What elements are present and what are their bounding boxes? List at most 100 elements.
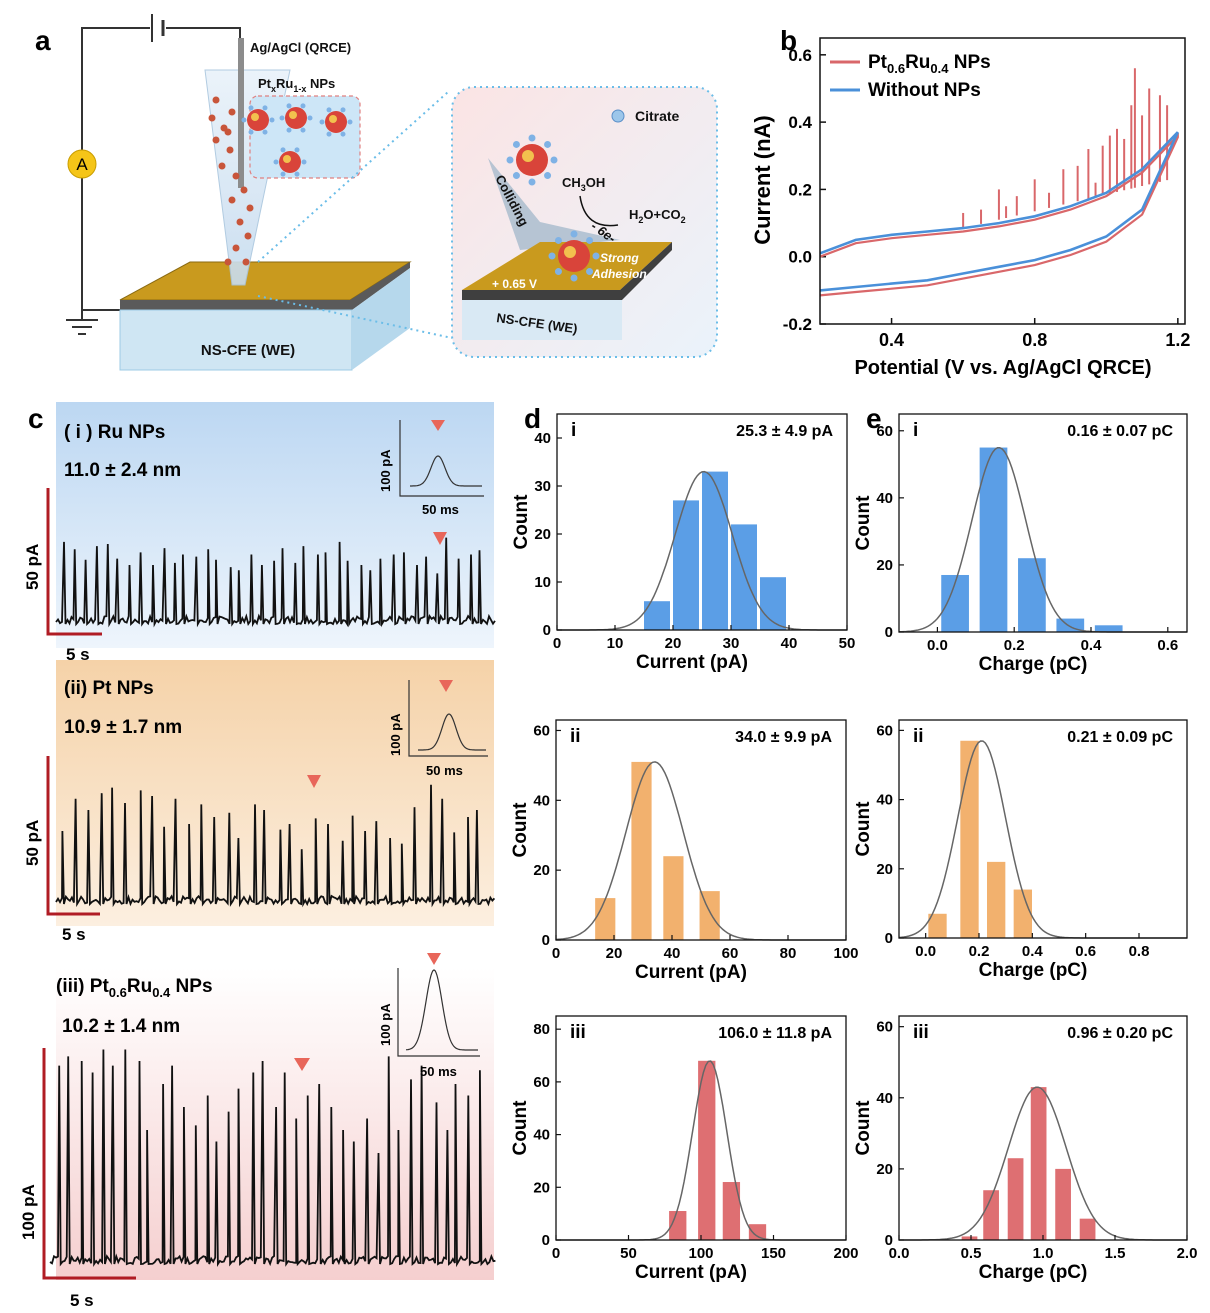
citrate-ligand-icon <box>286 103 292 109</box>
scale-y-ptru: 100 pA <box>19 1184 38 1240</box>
histogram-frame <box>898 719 1188 939</box>
citrate-ligand-icon <box>554 236 562 244</box>
histogram-bar <box>960 740 979 938</box>
citrate-ligand-icon <box>347 119 353 125</box>
citrate-ligand-icon <box>340 131 346 137</box>
x-tick-label: 0.2 <box>1004 637 1025 654</box>
nanoparticle-highlight <box>522 150 534 162</box>
inset-x-pt: 50 ms <box>426 763 463 778</box>
citrate-ligand-icon <box>279 115 285 121</box>
trace-signal-pt <box>55 784 496 908</box>
x-tick-label: 2.0 <box>1177 1245 1198 1262</box>
scale-bar-ptru <box>42 1048 136 1280</box>
scale-y-pt: 50 pA <box>23 820 42 866</box>
histogram-d-iii: 0 50 100 150 200 0 20 40 60 80 Current (pA) Count ii… <box>510 1015 859 1283</box>
citrate-ligand-icon <box>262 105 268 111</box>
inset-electrode-edge <box>462 242 672 300</box>
x-axis-label: Charge (pC) <box>979 1262 1088 1283</box>
cv-y-tick-label: 0.2 <box>788 180 812 199</box>
histogram-bar <box>1030 1087 1047 1240</box>
marker-trace-pt <box>307 775 321 788</box>
inset-peak-ru <box>410 455 482 487</box>
marker-inset-ru <box>431 420 445 431</box>
x-tick-label: 0 <box>553 635 561 652</box>
cv-ticks: -0.2 0.0 0.2 0.4 0.6 0.4 0.8 1.2 <box>783 46 1191 350</box>
x-tick-label: 50 <box>620 1245 637 1262</box>
y-tick-label: 40 <box>534 430 551 447</box>
sub-panel-label: iii <box>913 1022 929 1043</box>
np-dot <box>236 218 244 226</box>
potential-label: + 0.65 V <box>492 277 537 291</box>
y-tick-label: 40 <box>876 490 893 507</box>
reaction-arrow <box>579 195 619 227</box>
ref-electrode-label: Ag/AgCl (QRCE) <box>250 40 351 55</box>
y-tick-label: 80 <box>533 1021 550 1038</box>
citrate-ligand-icon <box>586 268 594 276</box>
nanoparticle-icon <box>247 109 269 131</box>
citrate-ligand-icon <box>592 252 600 260</box>
histogram-bar <box>669 1211 687 1240</box>
nanoparticle-cluster-icons <box>241 103 353 177</box>
citrate-ligand-icon <box>280 147 286 153</box>
histogram-bar <box>595 898 616 940</box>
citrate-ligand-icon <box>586 236 594 244</box>
methanol-label: CH3OH <box>562 175 605 193</box>
histogram-bar <box>663 856 684 940</box>
stat-label: 0.96 ± 0.20 pC <box>1067 1025 1173 1042</box>
panel-a-schematic: a A NS-CFE (WE) Ag/AgCl (QRCE) PtxRu1-x … <box>35 14 718 371</box>
citrate-ligand-icon <box>570 230 578 238</box>
products-label: H2O+CO2 <box>629 207 686 225</box>
inset-x-ru: 50 ms <box>422 502 459 517</box>
adhesion-label: Adhesion <box>591 267 647 281</box>
x-tick-label: 0.8 <box>1129 943 1150 960</box>
cv-x-tick-label: 1.2 <box>1165 330 1190 350</box>
citrate-ligand-icon <box>301 159 307 165</box>
x-tick-label: 200 <box>833 1245 858 1262</box>
cv-x-tick-label: 0.8 <box>1022 330 1047 350</box>
trace-title-ru: ( i ) Ru NPs <box>64 422 165 443</box>
x-tick-label: 0.2 <box>969 943 990 960</box>
y-tick-label: 40 <box>876 792 893 809</box>
np-dot <box>244 232 252 240</box>
histogram-bar <box>1079 1218 1096 1240</box>
inset-electrode-base <box>462 300 622 340</box>
citrate-ligand-icon <box>286 127 292 133</box>
histogram-bar <box>979 447 1008 632</box>
citrate-ligand-icon <box>326 107 332 113</box>
y-tick-label: 0 <box>542 932 550 949</box>
trace-size-ru: 11.0 ± 2.4 nm <box>64 460 181 481</box>
x-tick-label: 0 <box>552 1245 560 1262</box>
citrate-ligand-icon <box>570 274 578 282</box>
electrode-base <box>119 309 353 371</box>
sub-panel-label: ii <box>570 726 581 747</box>
scale-y-ru: 50 pA <box>23 544 42 590</box>
stat-label: 0.21 ± 0.09 pC <box>1067 729 1173 746</box>
histogram-e-i: 0.0 0.2 0.4 0.6 0 20 40 60 Charge (pC) Count i 0.16… <box>853 413 1188 675</box>
np-dot <box>246 204 254 212</box>
electrode-base-side <box>352 268 410 370</box>
marker-inset-ptru <box>427 953 441 965</box>
histogram-bar <box>1055 1168 1071 1240</box>
inset-x-ptru: 50 ms <box>420 1064 457 1079</box>
y-tick-label: 20 <box>876 861 893 878</box>
citrate-ligand-icon <box>241 117 247 123</box>
nanoparticle-highlight <box>564 246 576 258</box>
scale-x-ptru: 5 s <box>70 1291 94 1310</box>
histogram-bar <box>702 471 728 630</box>
citrate-ligand-icon <box>528 178 536 186</box>
x-tick-label: 1.0 <box>1033 1245 1054 1262</box>
ground-icon <box>66 310 98 335</box>
scale-x-ru: 5 s <box>66 645 90 664</box>
nanoparticle-icon <box>325 111 347 133</box>
y-axis-label: Count <box>510 1100 531 1156</box>
histogram-bar <box>1094 625 1123 632</box>
np-dot <box>242 258 250 266</box>
y-tick-label: 60 <box>876 423 893 440</box>
citrate-ligand-icon <box>248 129 254 135</box>
y-tick-label: 20 <box>876 557 893 574</box>
panel-b-cv: b Current (nA) Potential (V vs. Ag/AgCl … <box>750 25 1190 379</box>
cv-curve-without <box>819 131 1179 292</box>
x-tick-label: 0.5 <box>961 1245 982 1262</box>
np-label: PtxRu1-x NPs <box>258 76 335 94</box>
